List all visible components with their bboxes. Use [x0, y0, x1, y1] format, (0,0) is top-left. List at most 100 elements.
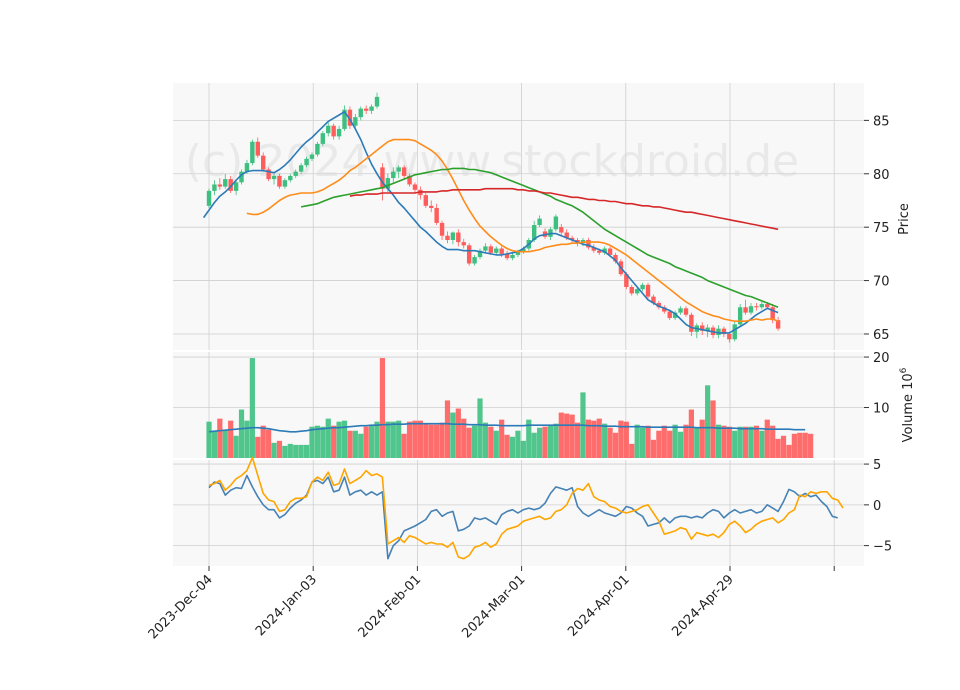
volume-bar	[228, 420, 234, 458]
volume-bar	[222, 429, 228, 458]
candle-body	[445, 235, 450, 240]
candle-body	[602, 248, 607, 253]
candle-body	[743, 307, 748, 313]
volume-bar	[217, 418, 223, 458]
candle-body	[499, 248, 504, 254]
candle-body	[564, 232, 569, 238]
y-tick-label: −5	[873, 540, 892, 555]
candle-body	[591, 247, 597, 251]
volume-bar	[537, 427, 543, 458]
x-tick-label: 2023-Dec-04	[146, 572, 216, 642]
volume-ma-line	[208, 422, 806, 433]
volume-bar	[564, 413, 570, 458]
candle-body	[369, 106, 374, 111]
volume-bar	[477, 398, 483, 458]
candle-body	[770, 307, 775, 321]
candle-body	[683, 308, 689, 315]
candle-body	[266, 169, 271, 180]
volume-bar	[504, 434, 510, 458]
candle-body	[380, 167, 385, 189]
candle-body	[277, 175, 282, 187]
candle-body	[521, 248, 526, 252]
volume-bar	[710, 400, 716, 458]
candle-body	[721, 328, 727, 334]
y-tick-label: 70	[873, 275, 890, 290]
candle-body	[374, 96, 380, 107]
candle-body	[689, 314, 694, 332]
volume-bar	[602, 423, 608, 458]
candle-body	[748, 306, 754, 313]
volume-bar	[276, 440, 283, 458]
candle-body	[515, 251, 521, 255]
candle-body	[450, 232, 456, 240]
volume-axis-label: Volume 10	[901, 373, 916, 442]
volume-bar	[688, 409, 694, 458]
candle-body	[439, 222, 445, 236]
oscillator-line-b	[208, 456, 844, 560]
volume-bar	[553, 423, 559, 458]
candle-body	[434, 207, 439, 223]
volume-bar	[499, 419, 505, 458]
volume-bar	[287, 443, 293, 458]
volume-bar	[759, 430, 765, 458]
candle-body	[705, 327, 710, 331]
candle-body	[309, 154, 315, 159]
volume-bar	[634, 424, 640, 458]
volume-bar	[650, 439, 657, 458]
volume-bar	[374, 421, 380, 458]
candle-body	[353, 117, 358, 126]
volume-bar	[786, 444, 792, 458]
volume-bar	[775, 438, 781, 458]
volume-bar	[542, 426, 548, 458]
candle-body	[461, 242, 466, 246]
candle-body	[326, 125, 331, 134]
candle-body	[716, 328, 721, 336]
volume-bar	[808, 433, 814, 458]
candle-body	[607, 248, 613, 255]
volume-bar	[623, 421, 629, 458]
volume-bar	[596, 418, 602, 458]
volume-bar	[780, 435, 787, 458]
candle-body	[667, 311, 672, 318]
candle-body	[737, 307, 743, 325]
volume-bar	[753, 425, 760, 458]
candlesticks	[206, 92, 781, 343]
volume-bar	[802, 432, 808, 458]
volume-bar	[569, 414, 575, 458]
candle-body	[559, 227, 564, 233]
volume-bar	[450, 412, 456, 458]
y-tick-label: 65	[873, 328, 890, 343]
y-tick-label: 10	[873, 402, 890, 417]
volume-bar	[661, 425, 667, 458]
volume-bar	[439, 422, 445, 458]
candle-body	[396, 167, 401, 172]
volume-bar	[618, 420, 624, 458]
volume-bar	[732, 430, 738, 458]
volume-bar	[303, 444, 310, 458]
candle-body	[261, 155, 266, 170]
volume-bar	[721, 425, 727, 458]
candle-body	[727, 333, 732, 340]
price-axis-title: Price	[897, 203, 912, 235]
y-tick-label: 20	[873, 351, 890, 366]
volume-bar	[764, 419, 770, 458]
candle-body	[494, 248, 499, 253]
volume-bar	[347, 430, 353, 458]
candle-body	[662, 307, 667, 312]
candle-body	[401, 167, 407, 176]
candle-body	[765, 304, 770, 308]
candle-body	[640, 284, 645, 290]
volume-bar	[309, 426, 315, 458]
candle-body	[223, 179, 228, 187]
candle-body	[304, 158, 309, 166]
watermark: (c) 2024 www.stockdroid.de	[185, 136, 799, 187]
candle-body	[613, 254, 618, 262]
panel-background	[173, 83, 864, 350]
volume-bar	[471, 425, 478, 458]
volume-bar	[770, 425, 776, 458]
candle-body	[586, 239, 591, 248]
candle-body	[228, 179, 233, 191]
y-tick-label: 80	[873, 168, 890, 183]
candle-body	[553, 216, 559, 230]
volume-bar	[293, 444, 299, 458]
